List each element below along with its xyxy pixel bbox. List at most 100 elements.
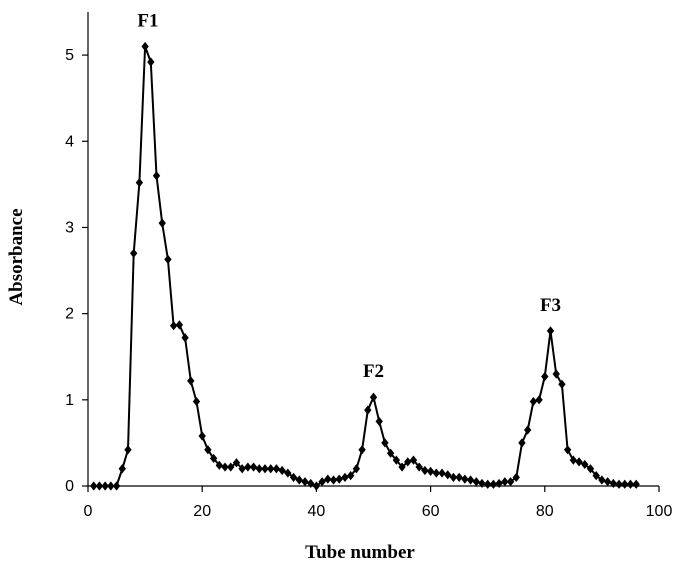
data-point (432, 468, 440, 478)
y-tick-label: 3 (65, 219, 74, 236)
data-point (135, 178, 144, 188)
data-point (586, 464, 595, 474)
data-point (598, 475, 606, 485)
data-point (489, 479, 498, 489)
data-point (472, 477, 480, 487)
data-point (381, 438, 389, 448)
data-point (175, 320, 184, 330)
data-point (295, 475, 303, 485)
data-point (461, 474, 469, 484)
data-point (204, 445, 212, 455)
data-point (484, 479, 492, 489)
data-point (244, 462, 252, 472)
data-point (112, 481, 121, 491)
data-point (307, 478, 315, 489)
data-point (192, 396, 201, 407)
data-point (621, 479, 629, 489)
data-point (341, 472, 349, 482)
y-axis-title: Absorbance (6, 208, 27, 305)
data-point (329, 475, 338, 485)
data-point (147, 57, 155, 67)
y-tick-label: 1 (65, 392, 74, 409)
data-point (324, 474, 332, 484)
y-tick-label: 2 (65, 306, 74, 323)
data-point (409, 455, 418, 465)
data-point (558, 379, 566, 389)
data-point (95, 481, 104, 491)
peak-label: F3 (540, 295, 561, 316)
data-point (169, 321, 178, 331)
data-point (552, 369, 560, 379)
x-tick-label: 100 (646, 503, 673, 520)
data-point (198, 431, 206, 441)
data-point (284, 468, 292, 478)
data-point (392, 455, 401, 465)
peak-label: F1 (137, 10, 158, 31)
y-tick-label: 4 (65, 133, 74, 150)
axes: 0 1 2 3 4 5 0 20 40 60 80 100 (65, 12, 672, 520)
y-tick-label: 5 (65, 47, 74, 64)
data-point (632, 479, 640, 489)
y-ticks: 0 1 2 3 4 5 (65, 47, 88, 495)
data-point (581, 459, 589, 470)
data-point (523, 425, 532, 435)
data-point (209, 453, 218, 464)
data-point (249, 462, 258, 472)
series-layer (90, 41, 640, 491)
data-point (221, 462, 229, 472)
data-point (352, 464, 361, 474)
data-point (603, 477, 612, 487)
y-tick-label: 0 (65, 478, 74, 495)
data-point (546, 326, 555, 336)
data-point (335, 474, 343, 484)
data-point (272, 464, 281, 474)
data-point (318, 477, 326, 487)
data-point (261, 464, 269, 474)
x-tick-label: 20 (193, 503, 211, 520)
data-point (90, 481, 98, 491)
x-ticks: 0 20 40 60 80 100 (84, 486, 673, 520)
data-point (215, 460, 224, 470)
data-point (386, 448, 395, 458)
data-point (118, 464, 126, 474)
x-axis-title: Tube number (305, 542, 415, 563)
data-point (152, 171, 161, 181)
data-point (346, 471, 355, 481)
data-point (501, 477, 509, 487)
data-point (364, 405, 372, 415)
data-point (426, 466, 435, 476)
x-tick-label: 80 (536, 503, 554, 520)
data-point (415, 462, 423, 472)
data-point (535, 395, 543, 405)
data-point (444, 470, 452, 480)
data-point (141, 41, 149, 52)
data-point (255, 464, 263, 474)
data-point (398, 462, 406, 472)
peak-label: F2 (363, 361, 384, 382)
data-point (124, 445, 132, 455)
data-point (541, 371, 549, 382)
data-point (449, 472, 458, 482)
data-point (404, 457, 412, 467)
data-point (181, 333, 189, 343)
data-point (421, 465, 429, 476)
data-point (518, 438, 526, 448)
series-line (93, 45, 637, 487)
data-point (101, 481, 109, 491)
data-point (375, 416, 383, 426)
data-point (232, 458, 241, 468)
data-point (466, 475, 475, 485)
data-point (227, 462, 235, 472)
data-point (575, 457, 583, 467)
data-point (301, 477, 309, 487)
data-point (158, 218, 166, 228)
data-point (455, 472, 463, 482)
peak-annotations: F1 F2 F3 (137, 10, 561, 382)
data-point (563, 445, 572, 455)
data-point (512, 472, 520, 482)
data-point (107, 481, 115, 491)
data-point (609, 478, 617, 489)
data-point (506, 477, 515, 487)
data-point (369, 392, 378, 402)
